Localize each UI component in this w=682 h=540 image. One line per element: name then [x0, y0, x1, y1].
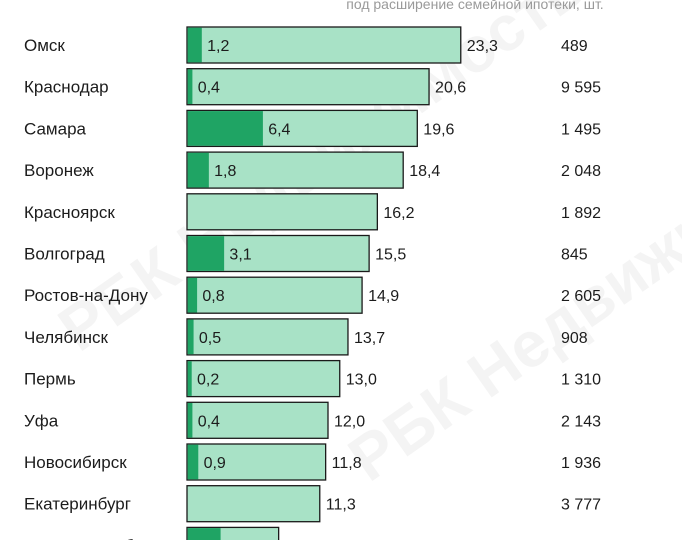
bar-inner: [187, 152, 209, 188]
bar-inner: [187, 361, 192, 396]
bar-total: [186, 318, 349, 356]
category-label: Пермь: [24, 370, 76, 389]
inner-value-label: 0,9: [204, 455, 226, 472]
column-value: 1 495: [561, 121, 601, 138]
bar-total: [186, 401, 329, 439]
total-value-label: 11,8: [332, 455, 362, 472]
category-label: Воронеж: [24, 161, 94, 180]
column-value: 1 936: [561, 455, 601, 472]
category-label: Челябинск: [24, 328, 108, 347]
column-value: 8 573: [561, 538, 601, 540]
bar-inner: [187, 111, 263, 146]
column-value: 1 310: [561, 372, 601, 389]
inner-value-label: 3,1: [229, 247, 251, 264]
category-label: Екатеринбург: [24, 495, 131, 514]
column-value: 845: [561, 247, 588, 264]
column-value: 2 605: [561, 288, 601, 305]
inner-value-label: 2,8: [226, 538, 248, 540]
bar-total: [186, 276, 363, 314]
inner-value-label: 1,8: [214, 163, 236, 180]
inner-value-label: 0,5: [199, 330, 221, 347]
column-header-note: под расширение семейной ипотеки, шт.: [346, 0, 604, 12]
total-value-label: 11,3: [326, 497, 356, 514]
total-value-label: 13,0: [346, 372, 377, 389]
bar-inner: [187, 528, 221, 540]
column-value: 2 143: [561, 413, 601, 430]
category-label: Краснодар: [24, 78, 109, 97]
category-label: Уфа: [24, 411, 59, 430]
category-label: Новосибирск: [24, 453, 127, 472]
bar-inner: [187, 236, 225, 271]
bar-inner: [187, 277, 198, 313]
bar-total: [186, 151, 404, 189]
total-value-label: 19,6: [423, 121, 454, 138]
total-value-label: 13,7: [354, 330, 385, 347]
category-label: Красноярск: [24, 203, 115, 222]
inner-value-label: 1,2: [207, 38, 229, 55]
total-value-label: 12,0: [334, 413, 365, 430]
inner-value-label: 0,4: [198, 413, 220, 430]
bar-inner: [187, 319, 194, 355]
column-value: 2 048: [561, 163, 601, 180]
bar-total: [186, 443, 327, 481]
inner-value-label: 6,4: [268, 121, 290, 138]
inner-value-label: 0,8: [202, 288, 224, 305]
inner-value-label: 0,2: [197, 372, 219, 389]
bar-inner: [187, 27, 202, 63]
total-value-label: 14,9: [368, 288, 399, 305]
total-value-label: 16,2: [383, 205, 414, 222]
bar-total: [186, 193, 379, 231]
bar-total: [186, 68, 430, 106]
bar-total: [186, 485, 321, 523]
category-label: Волгоград: [24, 245, 105, 264]
total-value-label: 20,6: [435, 80, 466, 97]
column-value: 908: [561, 330, 588, 347]
category-label: Самара: [24, 119, 87, 138]
column-value: 9 595: [561, 80, 601, 97]
bar-inner: [187, 69, 193, 104]
bar-inner: [187, 444, 199, 480]
category-label: Санкт-Петербург: [24, 536, 157, 540]
total-value-label: 23,3: [467, 38, 498, 55]
total-value-label: 7,8: [285, 538, 307, 540]
bar-inner: [187, 403, 193, 438]
category-label: Ростов-на-Дону: [24, 286, 148, 305]
total-value-label: 15,5: [375, 247, 406, 264]
total-value-label: 18,4: [409, 163, 440, 180]
column-value: 489: [561, 38, 588, 55]
bar-total: [186, 359, 341, 398]
category-label: Омск: [24, 36, 65, 55]
bar-total: [186, 26, 462, 64]
column-value: 3 777: [561, 497, 601, 514]
inner-value-label: 0,4: [198, 80, 220, 97]
column-value: 1 892: [561, 205, 601, 222]
